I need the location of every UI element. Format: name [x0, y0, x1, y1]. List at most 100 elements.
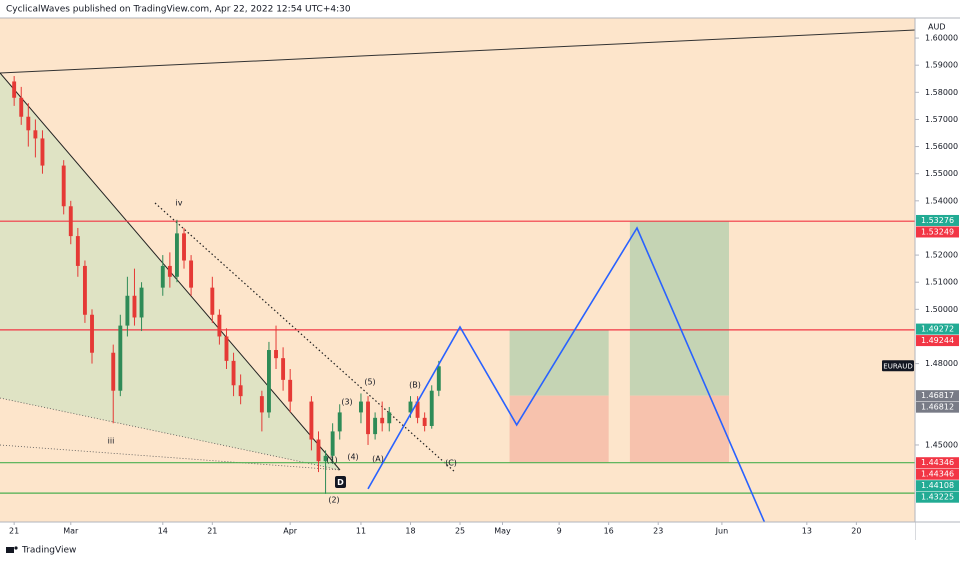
footer-logo: TradingView — [6, 546, 76, 556]
candle-body — [167, 265, 172, 277]
wave-label: D — [337, 478, 344, 487]
candle-body — [429, 390, 434, 426]
x-tick-label: 23 — [653, 527, 663, 536]
price-badge — [916, 468, 959, 480]
candle-body — [309, 401, 314, 440]
candle-body — [160, 265, 165, 288]
wave-label: (A) — [372, 455, 384, 464]
price-badge-label: 1.44346 — [921, 470, 954, 479]
candle-body — [337, 412, 342, 432]
candle-body — [330, 431, 335, 456]
x-tick-label: 14 — [158, 527, 168, 536]
candle-body — [12, 81, 17, 98]
target-zone — [509, 329, 609, 396]
candle-body — [415, 401, 420, 418]
candle-body — [68, 206, 73, 237]
candle-body — [373, 417, 378, 435]
price-badge — [916, 401, 959, 413]
x-tick-label: 20 — [851, 527, 861, 536]
candle-body — [316, 439, 321, 462]
footer: TradingView — [21, 546, 76, 556]
candle-body — [26, 116, 31, 131]
x-tick-label: Jun — [715, 527, 729, 536]
wave-label: iii — [108, 437, 115, 446]
candle-body — [231, 360, 236, 386]
candle-body — [125, 295, 130, 326]
price-badge-label: 1.44346 — [921, 458, 954, 467]
wave-label: (B) — [409, 381, 421, 390]
price-badge-label: 1.49244 — [921, 336, 954, 345]
wave-label: (4) — [347, 453, 358, 462]
trendline — [0, 397, 341, 471]
candle-body — [61, 165, 66, 207]
time-axis-bg — [0, 522, 915, 540]
candle-body — [266, 350, 271, 413]
x-tick-label: 13 — [802, 527, 812, 536]
candle-body — [359, 401, 363, 413]
x-tick-label: 21 — [9, 527, 19, 536]
stop-zone — [509, 395, 609, 463]
price-badge — [916, 491, 959, 503]
price-badge — [916, 457, 959, 469]
candle-body — [182, 233, 186, 261]
candle-body — [323, 455, 328, 462]
candle-body — [259, 396, 264, 413]
candle-body — [380, 417, 385, 424]
candle-body — [82, 265, 87, 315]
candle-body — [288, 379, 293, 402]
price-badge-label: 1.43225 — [921, 493, 954, 502]
price-badge — [916, 390, 959, 402]
candle-body — [132, 295, 137, 318]
price-badge — [916, 214, 959, 226]
candle-body — [139, 287, 144, 318]
y-tick-label: 1.60000 — [925, 34, 958, 43]
header: CyclicalWaves published on TradingView.c… — [6, 5, 351, 15]
price-badge — [916, 323, 959, 335]
wave-label: (C) — [445, 459, 457, 468]
y-tick-label: 1.45000 — [925, 440, 958, 449]
wave-label: (3) — [341, 398, 352, 407]
wave-label: iv — [176, 199, 183, 208]
candle-body — [118, 325, 123, 391]
candle-body — [40, 138, 45, 166]
symbol-badge — [882, 360, 914, 372]
candle-body — [189, 260, 194, 288]
price-badge-label: 1.53276 — [921, 216, 954, 225]
candle-body — [366, 401, 370, 435]
candle-body — [387, 412, 392, 424]
logo-mark — [6, 547, 14, 553]
trendline — [0, 29, 916, 74]
candle-body — [436, 366, 441, 391]
price-badge — [916, 335, 959, 347]
y-tick-label: 1.56000 — [925, 142, 958, 151]
candle-body — [422, 417, 427, 426]
candle-body — [19, 97, 24, 117]
y-tick-label: 1.51000 — [925, 278, 958, 287]
projection-line — [367, 226, 766, 522]
wave-label: (5) — [364, 378, 375, 387]
x-tick-label: Mar — [63, 527, 79, 536]
x-tick-label: 18 — [405, 527, 415, 536]
price-axis-bg — [915, 18, 960, 540]
y-tick-label: 1.58000 — [925, 88, 958, 97]
currency: AUD — [928, 23, 946, 32]
price-badge-label: 1.53249 — [921, 227, 954, 236]
wave-label: (1) — [326, 456, 337, 465]
y-tick-label: 1.48000 — [925, 359, 958, 368]
candle-body — [75, 236, 80, 266]
x-tick-label: Apr — [283, 527, 298, 536]
candle-body — [33, 130, 38, 139]
wave-badge — [335, 476, 346, 488]
trendline — [154, 202, 456, 473]
wave-label: (2) — [328, 496, 339, 505]
y-tick-label: 1.54000 — [925, 196, 958, 205]
price-badge — [916, 480, 959, 492]
x-tick-label: May — [494, 527, 511, 536]
x-tick-label: 25 — [455, 527, 465, 536]
candle-body — [174, 233, 179, 277]
candle-body — [408, 401, 413, 413]
candle-body — [90, 314, 94, 353]
price-badge — [916, 226, 959, 238]
